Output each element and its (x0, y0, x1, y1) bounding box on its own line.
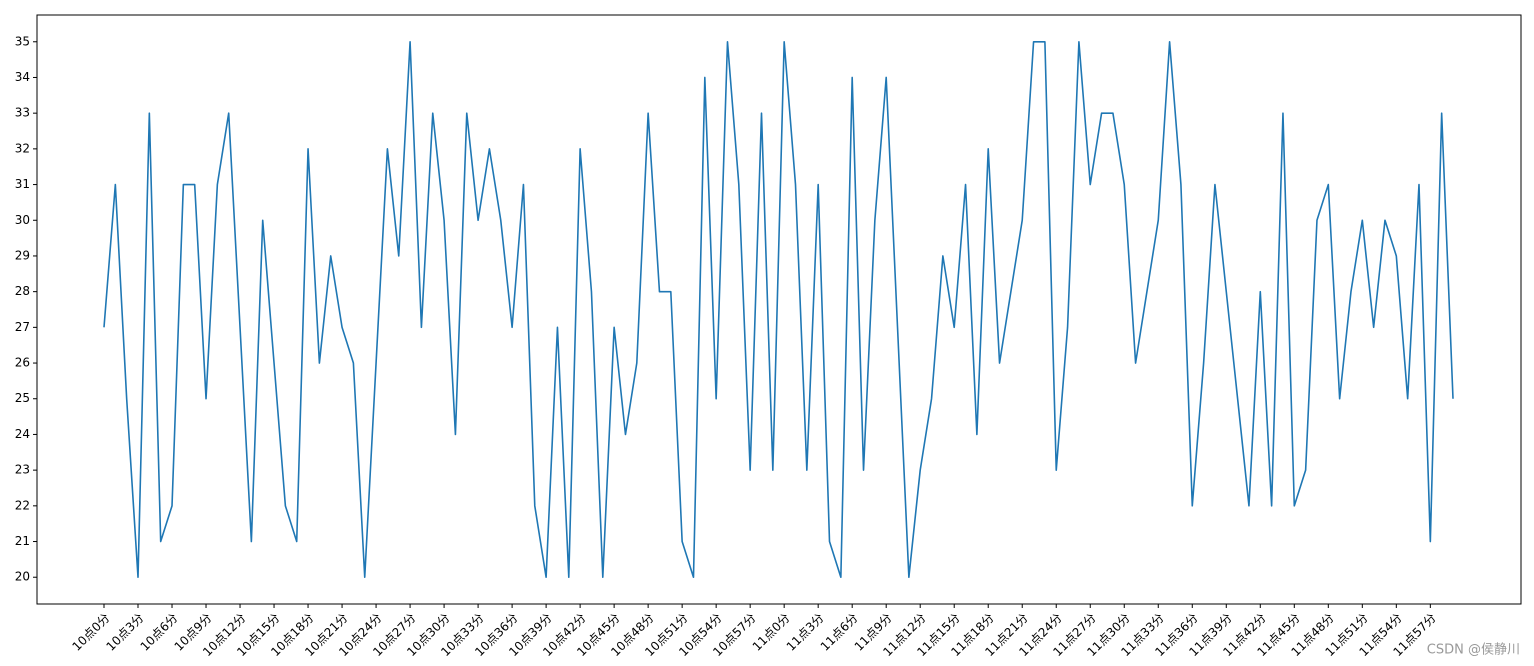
y-tick-label: 26 (15, 356, 30, 370)
watermark: CSDN @侯静川 (1427, 643, 1520, 658)
y-tick-label: 32 (15, 141, 30, 155)
y-tick-label: 20 (15, 570, 30, 584)
y-tick-label: 34 (15, 70, 30, 84)
y-tick-label: 22 (15, 498, 30, 512)
y-tick-label: 30 (15, 213, 30, 227)
line (103, 40, 1454, 579)
y-tick-label: 31 (15, 177, 30, 191)
y-tick-label: 28 (15, 284, 30, 298)
y-tick-label: 27 (15, 320, 30, 334)
y-tick-label: 23 (15, 463, 30, 477)
y-tick-label: 33 (15, 106, 30, 120)
y-tick-label: 24 (15, 427, 30, 441)
y-tick-label: 35 (15, 34, 30, 48)
y-tick-label: 29 (15, 248, 30, 262)
axes-frame (36, 14, 1522, 605)
y-tick-label: 25 (15, 391, 30, 405)
y-tick-label: 21 (15, 534, 30, 548)
